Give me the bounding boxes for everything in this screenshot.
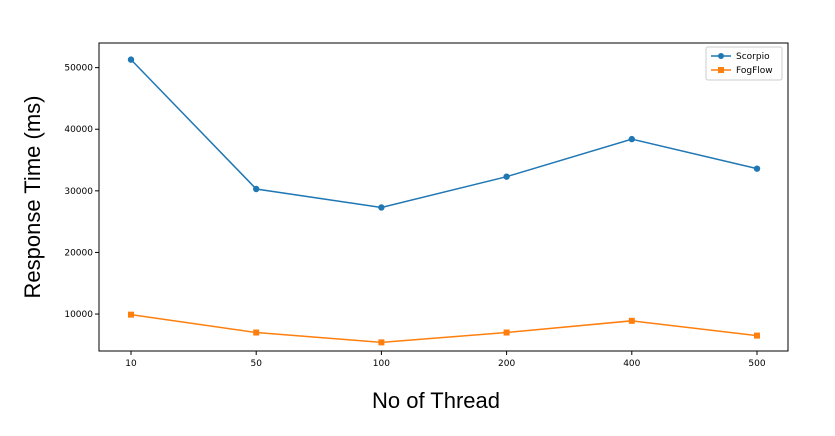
data-point-fogflow (628, 317, 635, 324)
y-tick-label: 40000 (64, 125, 93, 135)
y-axis-title: Response Time (ms) (20, 96, 45, 299)
data-point-fogflow (253, 329, 260, 336)
legend-label-fogflow: FogFlow (736, 66, 773, 76)
legend-marker-scorpio (718, 53, 724, 59)
x-tick-label: 500 (748, 359, 765, 369)
y-tick-label: 10000 (64, 310, 93, 320)
x-tick-label: 200 (498, 359, 515, 369)
data-point-scorpio (503, 173, 510, 180)
x-tick-label: 50 (250, 359, 262, 369)
series-line-scorpio (130, 59, 758, 209)
data-point-scorpio (127, 56, 135, 63)
data-point-scorpio (378, 204, 385, 211)
data-point-fogflow (378, 339, 385, 346)
series-layer (127, 56, 761, 346)
data-point-fogflow (128, 311, 134, 318)
y-tick-label: 50000 (64, 64, 93, 74)
data-point-fogflow (503, 329, 510, 336)
x-tick-label: 10 (125, 359, 137, 369)
series-line-fogflow (130, 313, 758, 344)
x-axis-ticks: 10 50 100 200 400 500 (125, 351, 766, 369)
y-axis-ticks: 10000 20000 30000 40000 50000 (64, 64, 99, 320)
data-point-scorpio (753, 165, 761, 172)
x-tick-label: 100 (373, 359, 390, 369)
legend-marker-fogflow (718, 67, 724, 73)
data-point-scorpio (253, 185, 260, 193)
plot-frame (98, 42, 789, 352)
x-tick-label: 400 (623, 359, 640, 369)
legend: Scorpio FogFlow (705, 46, 783, 81)
y-tick-label: 20000 (64, 248, 93, 258)
y-tick-label: 30000 (64, 187, 93, 197)
x-axis-title: No of Thread (372, 388, 500, 413)
legend-label-scorpio: Scorpio (736, 52, 770, 62)
data-point-fogflow (754, 332, 760, 339)
data-point-scorpio (628, 135, 635, 143)
